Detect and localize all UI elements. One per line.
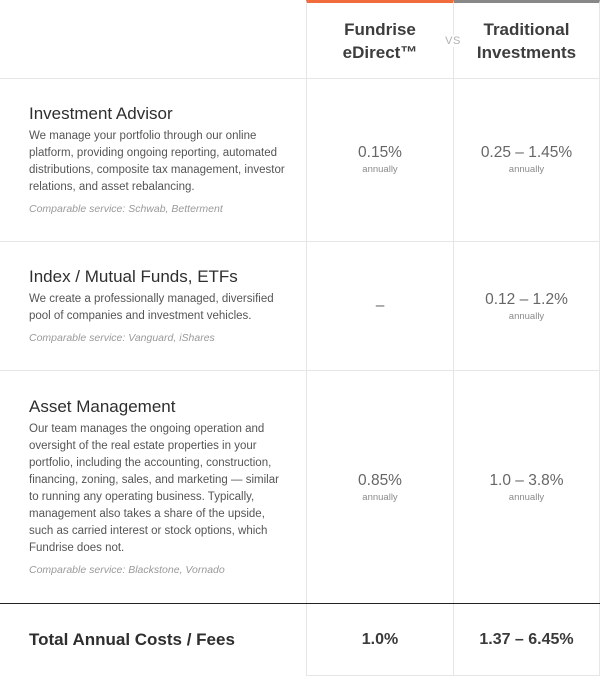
fundrise-fee-cell: – xyxy=(306,242,454,370)
row-comparable-service: Comparable service: Vanguard, iShares xyxy=(29,332,215,344)
traditional-fee-value: 0.25 – 1.45% xyxy=(480,144,573,161)
total-row: Total Annual Costs / Fees 1.0% 1.37 – 6.… xyxy=(0,603,600,676)
row-description-cell: Asset Management Our team manages the on… xyxy=(0,371,306,603)
fundrise-fee-cell: 0.15% annually xyxy=(306,78,454,241)
fundrise-total-value: 1.0% xyxy=(306,604,454,676)
row-description: We manage your portfolio through our onl… xyxy=(29,129,285,193)
total-label: Total Annual Costs / Fees xyxy=(29,630,235,649)
vs-separator: VS xyxy=(441,35,465,47)
fundrise-fee-period: annually xyxy=(362,164,398,175)
traditional-fee-period: annually xyxy=(508,164,545,175)
fundrise-fee-value: 0.15% xyxy=(358,144,402,161)
traditional-fee-cell: 1.0 – 3.8% annually xyxy=(454,371,600,603)
table-row: Investment Advisor We manage your portfo… xyxy=(0,78,600,242)
row-description-cell: Index / Mutual Funds, ETFs We create a p… xyxy=(0,242,306,370)
traditional-column-header: Traditional Investments xyxy=(454,0,600,78)
traditional-fee-cell: 0.25 – 1.45% annually xyxy=(454,78,600,241)
row-comparable-service: Comparable service: Schwab, Betterment xyxy=(29,202,223,215)
table-header: Fundrise eDirect™ Traditional Investment… xyxy=(0,0,600,79)
fundrise-fee-cell: 0.85% annually xyxy=(306,371,454,603)
traditional-fee-value: 0.12 – 1.2% xyxy=(485,290,568,308)
fundrise-header-label: Fundrise eDirect™ xyxy=(342,19,418,62)
fundrise-column-header: Fundrise eDirect™ xyxy=(306,0,454,78)
row-comparable-service: Comparable service: Blackstone, Vornado xyxy=(29,564,225,576)
traditional-fee-value: 1.0 – 3.8% xyxy=(489,471,564,489)
row-description: Our team manages the ongoing operation a… xyxy=(29,423,279,554)
fundrise-fee-value: 0.85% xyxy=(358,471,402,489)
traditional-header-label: Traditional Investments xyxy=(476,19,577,62)
row-description: We create a professionally managed, dive… xyxy=(29,293,274,322)
fundrise-fee-period: annually xyxy=(362,491,398,503)
table-row: Index / Mutual Funds, ETFs We create a p… xyxy=(0,242,600,371)
fundrise-fee-value: – xyxy=(375,297,385,314)
table-row: Asset Management Our team manages the on… xyxy=(0,371,600,603)
traditional-fee-cell: 0.12 – 1.2% annually xyxy=(454,242,600,370)
row-title: Index / Mutual Funds, ETFs xyxy=(29,267,238,286)
traditional-fee-period: annually xyxy=(508,310,545,322)
traditional-total-value: 1.37 – 6.45% xyxy=(454,604,600,676)
row-description-cell: Investment Advisor We manage your portfo… xyxy=(0,78,306,241)
row-title: Asset Management xyxy=(29,397,176,416)
traditional-fee-period: annually xyxy=(508,491,545,503)
row-title: Investment Advisor xyxy=(29,103,173,123)
